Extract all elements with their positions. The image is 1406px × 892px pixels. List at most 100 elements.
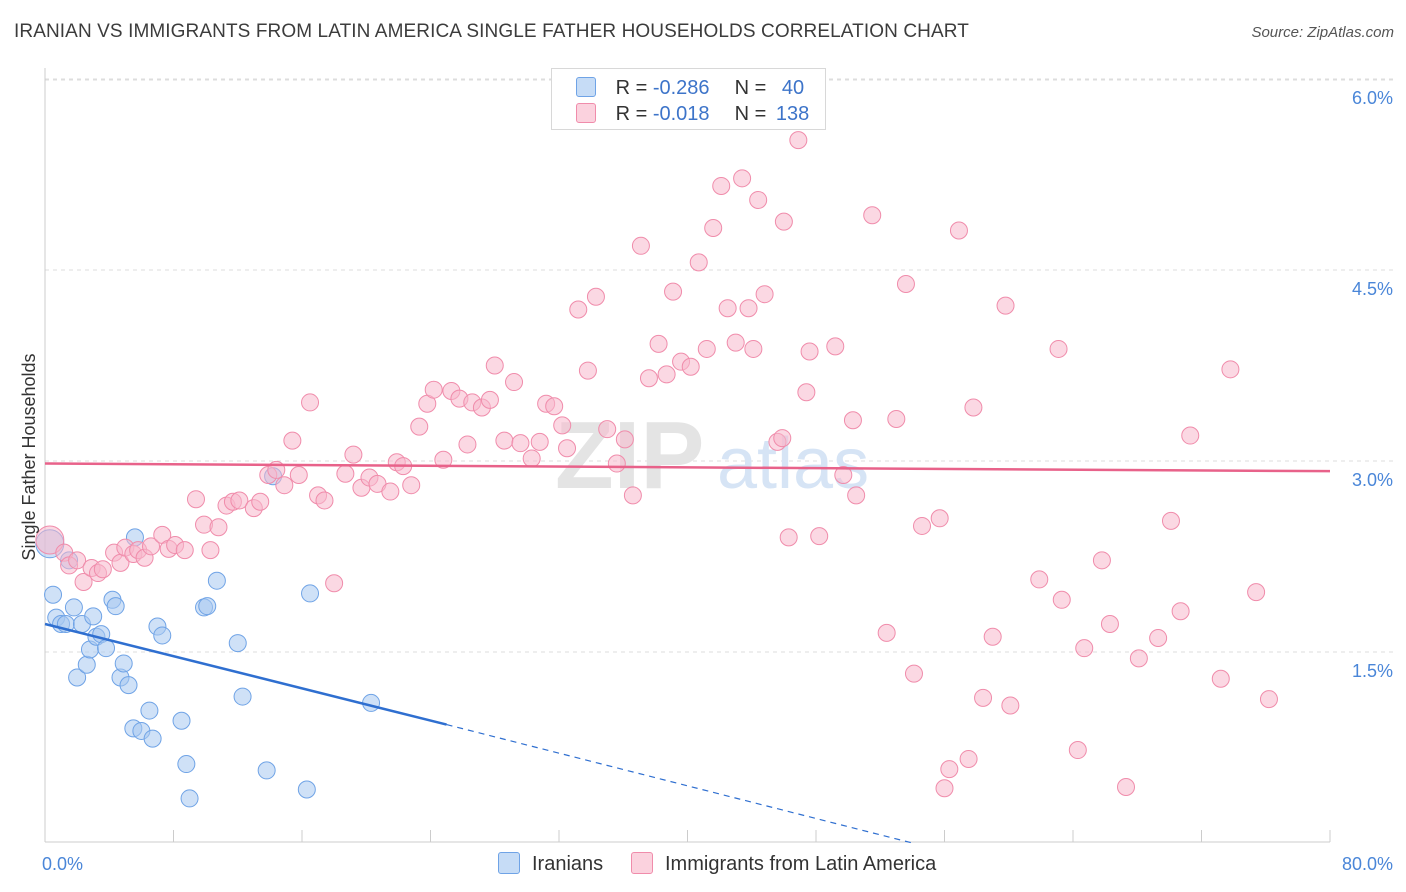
y-tick-label: 4.5% — [1352, 279, 1393, 299]
data-point — [344, 445, 363, 464]
data-point — [434, 450, 453, 469]
source-note: Source: ZipAtlas.com — [1251, 24, 1394, 41]
data-point — [896, 275, 915, 294]
data-point — [774, 212, 793, 231]
data-point — [718, 299, 737, 318]
data-point — [106, 597, 125, 616]
data-point — [143, 729, 162, 748]
data-point — [35, 525, 65, 555]
data-point — [726, 333, 745, 352]
data-point — [657, 365, 676, 384]
data-point — [983, 627, 1002, 646]
data-point — [119, 676, 138, 695]
data-point — [1100, 614, 1119, 633]
data-point — [1161, 511, 1180, 530]
data-point — [511, 434, 530, 453]
chart-title: IRANIAN VS IMMIGRANTS FROM LATIN AMERICA… — [14, 21, 969, 42]
data-point — [186, 490, 205, 509]
data-point — [586, 287, 605, 306]
data-point — [558, 439, 577, 458]
data-point — [142, 537, 161, 556]
data-point — [301, 393, 320, 412]
data-point — [68, 551, 87, 570]
data-point — [251, 492, 270, 511]
data-point — [810, 527, 829, 546]
legend-swatch-latin-america — [576, 103, 596, 123]
axes — [44, 68, 1331, 843]
data-point — [114, 654, 133, 673]
data-point — [940, 760, 959, 779]
data-point — [843, 411, 862, 430]
data-point — [904, 664, 923, 683]
y-tick-label: 1.5% — [1352, 661, 1393, 681]
data-point — [949, 221, 968, 240]
data-point — [1075, 639, 1094, 658]
data-point — [623, 486, 642, 505]
data-point — [847, 486, 866, 505]
trend-line-iranians — [44, 622, 447, 726]
data-point — [1171, 602, 1190, 621]
grid-lines — [45, 78, 1395, 653]
data-point — [522, 449, 541, 468]
data-point — [639, 369, 658, 388]
data-point — [578, 361, 597, 380]
data-point — [664, 282, 683, 301]
legend-n-label: N = — [734, 103, 767, 125]
legend-row-iranians: R = -0.286 N = 40 — [576, 77, 804, 101]
data-point — [233, 687, 252, 706]
data-point — [607, 454, 626, 473]
x-tick-labels: 0.0% 80.0% — [42, 854, 1393, 874]
data-point — [458, 435, 477, 454]
y-tick-labels: 1.5% 3.0% 4.5% 6.0% — [1352, 88, 1393, 681]
data-point — [681, 357, 700, 376]
data-point — [495, 431, 514, 450]
legend-n-label: N = — [734, 77, 767, 99]
data-point — [797, 383, 816, 402]
data-point — [1247, 583, 1266, 602]
data-point — [744, 339, 763, 358]
data-point — [887, 409, 906, 428]
x-tick-label: 0.0% — [42, 854, 83, 874]
data-point — [336, 464, 355, 483]
data-point — [826, 337, 845, 356]
data-point — [480, 390, 499, 409]
bottom-legend-latin-america: Immigrants from Latin America — [631, 852, 936, 876]
legend-n-value: 40 — [781, 77, 805, 99]
data-point — [209, 518, 228, 537]
data-point — [974, 688, 993, 707]
data-point — [1049, 339, 1068, 358]
bottom-legend-swatch-iranians — [498, 852, 520, 874]
data-point — [44, 585, 63, 604]
data-point — [1221, 360, 1240, 379]
data-point — [230, 491, 249, 510]
data-point — [180, 789, 199, 808]
data-point — [207, 571, 226, 590]
data-point — [959, 749, 978, 768]
data-point — [689, 253, 708, 272]
bottom-legend-label: Immigrants from Latin America — [665, 853, 937, 875]
data-point — [74, 572, 93, 591]
data-point — [485, 356, 504, 375]
legend-r-value: -0.286 — [652, 77, 710, 99]
data-point — [615, 430, 634, 449]
data-point — [863, 206, 882, 225]
data-point — [755, 285, 774, 304]
data-point — [712, 176, 731, 195]
trend-line-iranians-extrapolated — [446, 723, 913, 844]
data-point — [77, 655, 96, 674]
legend-row-latin-america: R = -0.018 N = 138 — [576, 103, 809, 127]
data-point — [410, 417, 429, 436]
data-point — [140, 701, 159, 720]
data-point — [697, 339, 716, 358]
data-point — [325, 574, 344, 593]
data-point — [283, 431, 302, 450]
data-point — [505, 373, 524, 392]
data-point — [84, 607, 103, 626]
data-point — [381, 482, 400, 501]
data-point — [1092, 551, 1111, 570]
data-point — [198, 597, 217, 616]
data-point — [1117, 777, 1136, 796]
data-point — [402, 476, 421, 495]
data-point — [289, 466, 308, 485]
